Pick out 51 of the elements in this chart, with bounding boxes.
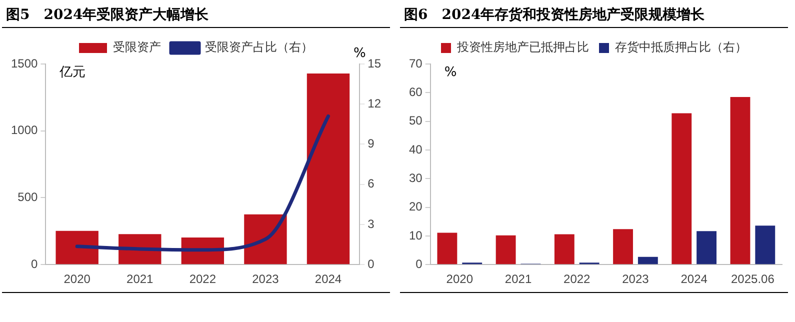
y-tick-label: 1500 [10, 56, 38, 70]
y-tick-label: 10 [408, 228, 423, 242]
legend-label: 投资性房地产已抵押占比 [456, 40, 589, 54]
y-axis-title: 亿元 [58, 64, 86, 80]
bar [613, 229, 633, 264]
bar [696, 231, 717, 264]
bar [554, 234, 574, 264]
y2-tick-label: 3 [368, 216, 375, 231]
y-tick-label: 70 [408, 56, 423, 70]
legend-label: 受限资产 [113, 40, 161, 54]
bar [496, 235, 516, 264]
bar [244, 214, 287, 264]
x-tick-label: 2024 [314, 272, 342, 286]
legend-label: 受限资产占比（右） [205, 40, 313, 54]
x-tick-label: 2024 [680, 272, 708, 286]
x-tick-label: 2023 [252, 272, 280, 286]
chart-title: 图5 2024年受限资产大幅增长 [2, 4, 390, 28]
x-tick-label: 2022 [189, 272, 216, 286]
x-tick-label: 2025.06 [731, 272, 775, 286]
y-axis-title: % [444, 64, 457, 80]
y-tick-label: 500 [18, 190, 38, 204]
y-tick-label: 0 [31, 256, 38, 271]
y-tick-label: 0 [416, 256, 423, 271]
chart-title: 图6 2024年存货和投资性房地产受限规模增长 [400, 4, 788, 28]
x-tick-label: 2022 [564, 272, 591, 286]
y-tick-label: 20 [408, 200, 423, 214]
bar [56, 230, 98, 264]
line-series [75, 114, 330, 252]
bar [755, 226, 776, 264]
x-tick-label: 2020 [64, 272, 91, 286]
bar [730, 96, 750, 264]
y-tick-label: 60 [408, 84, 423, 99]
x-tick-label: 2020 [446, 272, 474, 286]
bar [437, 232, 458, 264]
y2-tick-label: 9 [368, 136, 375, 151]
y-tick-label: 1000 [10, 123, 38, 138]
legend-label: 存货中抵质押占比（右） [615, 40, 747, 54]
y2-tick-label: 0 [368, 256, 375, 271]
y2-tick-label: 12 [368, 96, 382, 110]
y-tick-label: 40 [408, 142, 423, 156]
bar [306, 73, 350, 264]
x-tick-label: 2021 [126, 272, 154, 286]
x-tick-label: 2021 [504, 272, 532, 286]
bar [638, 256, 658, 264]
y-tick-label: 30 [408, 170, 423, 185]
y2-tick-label: 6 [368, 176, 375, 191]
x-tick-label: 2023 [622, 272, 650, 286]
y2-tick-label: 15 [368, 56, 382, 70]
bar [672, 113, 692, 264]
y2-axis-title: % [353, 46, 366, 61]
y-tick-label: 50 [408, 114, 423, 128]
